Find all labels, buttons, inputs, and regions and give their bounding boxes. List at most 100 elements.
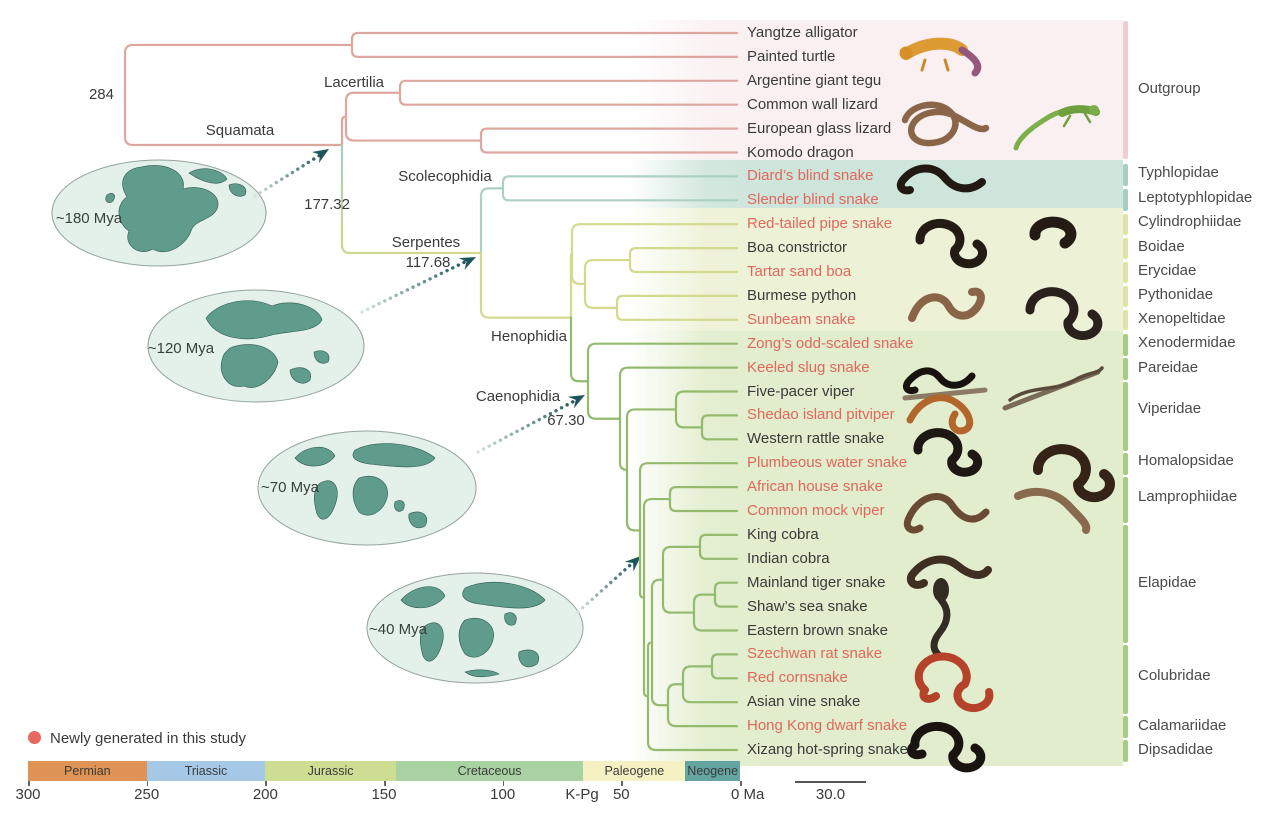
tree-branch-tip xyxy=(668,497,739,513)
timescale-tick xyxy=(146,781,149,786)
tree-branch xyxy=(583,282,619,309)
branch-length-scalebar xyxy=(795,781,866,783)
tree-branch xyxy=(650,641,670,707)
species-label: Red cornsnake xyxy=(747,669,848,687)
species-label: Red-tailed pipe snake xyxy=(747,215,893,233)
species-label: Komodo dragon xyxy=(747,143,854,161)
tree-branch-tip xyxy=(501,187,739,202)
kpg-boundary-label: K-Pg xyxy=(565,786,599,803)
species-label: Argentine giant tegu xyxy=(747,71,882,89)
timescale-tick xyxy=(383,781,386,786)
photo-dark-coil xyxy=(1025,287,1103,341)
timescale-tick-label: 150 xyxy=(371,786,397,803)
family-bracket-bar xyxy=(1123,21,1128,159)
tree-branch xyxy=(586,380,622,420)
species-label: Yangtze alligator xyxy=(747,24,858,41)
tree-branch-tip xyxy=(710,665,739,680)
family-label: Erycidae xyxy=(1138,262,1197,279)
family-bracket-bar xyxy=(1123,262,1128,283)
family-label: Homalopsidae xyxy=(1138,452,1234,469)
species-label: European glass lizard xyxy=(747,119,892,137)
family-bracket-bar xyxy=(1123,453,1128,475)
tree-branch-tip xyxy=(398,79,739,94)
family-label: Dipsadidae xyxy=(1138,741,1214,758)
paleomap-70mya-icon xyxy=(257,430,477,546)
tree-branch xyxy=(479,251,573,319)
map-label-180mya: ~180 Mya xyxy=(55,210,123,227)
tree-branch xyxy=(642,497,672,599)
tree-branch-tip xyxy=(501,175,739,190)
tree-branch xyxy=(692,593,717,614)
timescale-tick-label: 300 xyxy=(15,786,41,803)
arrowhead-icon xyxy=(624,556,641,572)
tree-branch xyxy=(344,91,402,118)
family-bracket-bar xyxy=(1123,189,1128,211)
arrow-40mya-to-colubroidea xyxy=(576,557,639,614)
photo-cobra xyxy=(906,555,992,589)
species-label: Burmese python xyxy=(747,286,857,304)
timescale-tick xyxy=(28,781,30,786)
tree-branch-tip xyxy=(628,247,739,262)
species-label: Asian vine snake xyxy=(747,693,861,711)
species-label: Painted turtle xyxy=(747,47,836,65)
lacertilia-label: Lacertilia xyxy=(323,74,385,91)
photo-pipe-snake-2 xyxy=(1029,216,1077,249)
tree-branch xyxy=(340,143,483,255)
photo-upright-cobra xyxy=(930,578,951,660)
tree-branch-tip xyxy=(713,593,739,608)
tree-branch xyxy=(583,258,632,286)
tree-branch xyxy=(661,545,702,581)
species-label: African house snake xyxy=(747,478,883,496)
timescale-tick-label: 200 xyxy=(252,786,278,803)
timescale-tick xyxy=(621,781,623,786)
tree-branch-tip xyxy=(710,653,739,668)
serpentes-label: Serpentes xyxy=(391,234,461,251)
squamata-age-label: 177.32 xyxy=(304,196,350,213)
tree-branch-tip xyxy=(350,31,739,47)
species-label: Common wall lizard xyxy=(747,95,878,113)
caenophidia-label: Caenophidia xyxy=(475,388,561,405)
tree-branch-tip xyxy=(638,462,739,532)
tree-branch-tip xyxy=(479,139,739,154)
tree-branch-tip xyxy=(713,581,739,596)
tree-branch xyxy=(625,468,642,532)
family-label: Xenopeltidae xyxy=(1138,310,1226,327)
henophidia-label: Henophidia xyxy=(491,328,567,345)
timescale-tick-label: 100 xyxy=(490,786,516,803)
tree-branch-tip xyxy=(628,258,739,274)
tree-branch-tip xyxy=(398,91,739,106)
species-label: Shaw’s sea snake xyxy=(747,597,868,615)
family-bracket-bar xyxy=(1123,645,1128,714)
paleomap-180mya-icon xyxy=(51,159,267,267)
serpentes-age-label: 117.68 xyxy=(405,254,451,271)
tree-branch-tip xyxy=(700,414,739,429)
family-bracket-bar xyxy=(1123,310,1128,330)
era-triassic: Triassic xyxy=(146,761,266,781)
tree-branch-tip xyxy=(618,366,739,420)
legend-label: Newly generated in this study xyxy=(50,730,246,747)
species-label: Plumbeous water snake xyxy=(747,454,908,472)
species-label: Boa constrictor xyxy=(747,239,848,257)
family-label: Boidae xyxy=(1138,238,1185,255)
species-label: Mainland tiger snake xyxy=(747,573,886,591)
tree-branch-tip xyxy=(698,545,739,560)
species-label: Shedao island pitviper xyxy=(747,406,895,424)
era-permian: Permian xyxy=(28,761,147,781)
zero-tick: 0 xyxy=(731,786,740,803)
tree-branch xyxy=(570,252,587,286)
family-label: Calamariidae xyxy=(1138,717,1227,734)
photo-dwarf-snake xyxy=(907,721,986,773)
arrow-180mya-to-squamata xyxy=(253,150,327,198)
paleomap-40mya-icon xyxy=(366,572,584,684)
family-label: Pythonidae xyxy=(1138,286,1214,303)
tree-branch-tip xyxy=(668,486,739,501)
photo-corn-snake xyxy=(914,652,994,713)
photo-green-lizard xyxy=(1013,105,1100,151)
family-label: Colubridae xyxy=(1138,667,1211,684)
tree-branch-tip xyxy=(570,223,739,256)
tree-branch-tip xyxy=(681,683,739,704)
species-label: Five-pacer viper xyxy=(747,382,855,400)
caenophidia-age-label: 67.30 xyxy=(547,412,585,429)
photo-rattlesnake-coil xyxy=(913,428,983,477)
